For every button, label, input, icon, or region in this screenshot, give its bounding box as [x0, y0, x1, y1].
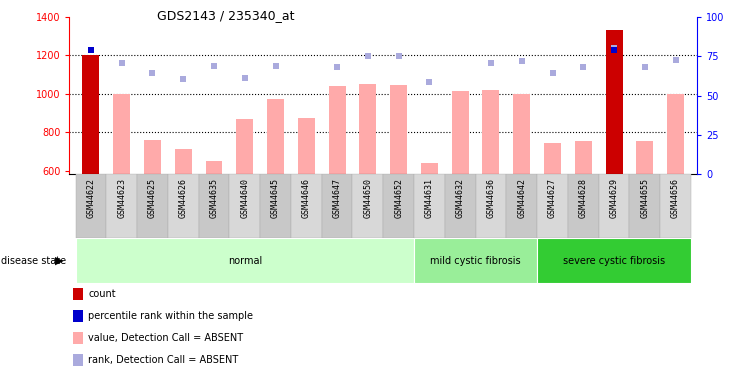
Bar [483, 90, 499, 174]
Bar [637, 141, 653, 174]
Bar [445, 174, 475, 238]
Bar [537, 238, 691, 283]
Text: GSM44650: GSM44650 [364, 178, 372, 218]
Bar [452, 91, 469, 174]
Text: GSM44627: GSM44627 [548, 178, 557, 218]
Bar [199, 174, 229, 238]
Text: GSM44631: GSM44631 [425, 178, 434, 218]
Text: severe cystic fibrosis: severe cystic fibrosis [563, 256, 665, 266]
Bar [137, 174, 168, 238]
Bar [328, 86, 345, 174]
Text: GSM44635: GSM44635 [210, 178, 218, 218]
Text: GSM44625: GSM44625 [148, 178, 157, 218]
Bar [75, 238, 414, 283]
Bar [513, 94, 530, 174]
Bar [144, 140, 161, 174]
Text: GSM44623: GSM44623 [118, 178, 126, 218]
Text: normal: normal [228, 256, 262, 266]
Bar [599, 174, 629, 238]
Bar [82, 55, 99, 174]
Bar [414, 174, 445, 238]
Text: mild cystic fibrosis: mild cystic fibrosis [430, 256, 521, 266]
Text: GSM44646: GSM44646 [301, 178, 311, 218]
Bar [73, 288, 82, 300]
Bar [229, 174, 260, 238]
Text: ▶: ▶ [55, 256, 64, 266]
Bar [260, 174, 291, 238]
Bar [174, 149, 192, 174]
Text: GSM44645: GSM44645 [271, 178, 280, 218]
Bar [73, 332, 82, 344]
Text: GSM44626: GSM44626 [179, 178, 188, 218]
Text: count: count [88, 289, 116, 299]
Text: GSM44642: GSM44642 [518, 178, 526, 218]
Bar [568, 174, 599, 238]
Bar [537, 174, 568, 238]
Text: GDS2143 / 235340_at: GDS2143 / 235340_at [157, 9, 294, 22]
Bar [575, 141, 592, 174]
Bar [291, 174, 322, 238]
Bar [421, 163, 438, 174]
Bar [606, 30, 623, 174]
Text: GSM44629: GSM44629 [610, 178, 618, 218]
Bar [75, 174, 107, 238]
Bar [73, 310, 82, 322]
Text: disease state: disease state [1, 256, 66, 266]
Bar [168, 174, 199, 238]
Bar [414, 238, 537, 283]
Bar [475, 174, 507, 238]
Bar [237, 118, 253, 174]
Bar [629, 174, 660, 238]
Text: GSM44628: GSM44628 [579, 178, 588, 218]
Bar [507, 174, 537, 238]
Bar [359, 84, 377, 174]
Text: percentile rank within the sample: percentile rank within the sample [88, 311, 253, 321]
Bar [267, 99, 284, 174]
Text: GSM44652: GSM44652 [394, 178, 403, 218]
Bar [73, 354, 82, 366]
Bar [390, 85, 407, 174]
Text: GSM44622: GSM44622 [86, 178, 96, 218]
Text: GSM44632: GSM44632 [456, 178, 465, 218]
Text: GSM44656: GSM44656 [671, 178, 680, 218]
Text: GSM44655: GSM44655 [640, 178, 649, 218]
Bar [544, 142, 561, 174]
Bar [353, 174, 383, 238]
Bar [107, 174, 137, 238]
Bar [298, 118, 315, 174]
Text: GSM44636: GSM44636 [486, 178, 496, 218]
Text: value, Detection Call = ABSENT: value, Detection Call = ABSENT [88, 333, 243, 343]
Bar [383, 174, 414, 238]
Text: rank, Detection Call = ABSENT: rank, Detection Call = ABSENT [88, 355, 239, 365]
Bar [206, 161, 223, 174]
Bar [322, 174, 353, 238]
Bar [660, 174, 691, 238]
Text: GSM44640: GSM44640 [240, 178, 249, 218]
Bar [113, 94, 130, 174]
Text: GSM44647: GSM44647 [333, 178, 342, 218]
Bar [667, 94, 684, 174]
